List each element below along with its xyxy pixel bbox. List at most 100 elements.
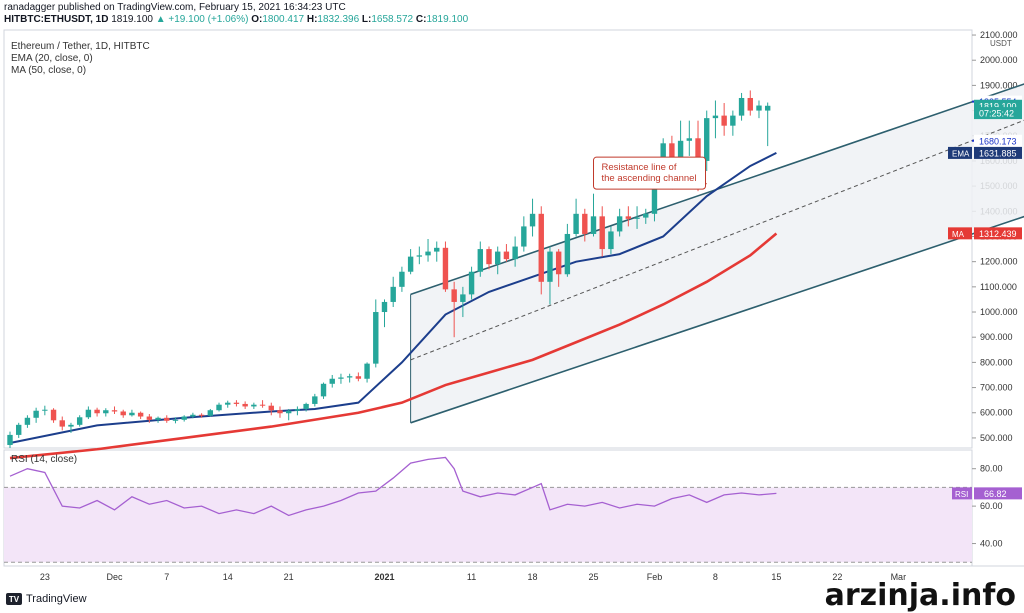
candle-body [442, 247, 449, 290]
candle-body [50, 409, 57, 421]
candle-body [390, 286, 396, 302]
ma-value-badge [948, 227, 972, 240]
publisher-line: ranadagger published on TradingView.com,… [4, 2, 346, 13]
candle-body [338, 377, 344, 379]
candle-body [590, 216, 597, 234]
support-level-label: 1680.173 [979, 136, 1017, 146]
candle-body [76, 417, 83, 425]
rsi-badge [952, 487, 972, 500]
candle-body [756, 105, 762, 111]
candle-body [146, 416, 153, 420]
candle-body [451, 289, 457, 302]
candle-body [712, 115, 719, 119]
ema-value-badge [948, 146, 972, 159]
time-tick-label: 18 [528, 572, 538, 582]
candle-body [486, 249, 492, 265]
countdown-tag [974, 107, 1022, 120]
support-level-tag [974, 134, 1022, 147]
candle-body [303, 403, 309, 409]
ma50-line [9, 232, 778, 460]
candle-body [616, 216, 623, 232]
annotation-box [593, 156, 707, 190]
candle-body [85, 409, 92, 418]
price-tick-label: 600.000 [980, 408, 1013, 418]
tradingview-brand[interactable]: TV TradingView [6, 593, 87, 605]
candle-body [547, 251, 553, 282]
candle-body [16, 424, 22, 435]
candle-body [738, 97, 745, 116]
candle-body [242, 403, 248, 407]
candle-body [7, 434, 13, 445]
candle-body [503, 251, 510, 260]
candle-body [704, 118, 710, 161]
time-tick-label: Dec [107, 572, 124, 582]
candle-body [268, 405, 274, 411]
ema-legend[interactable]: EMA (20, close, 0) [11, 53, 93, 64]
last-price: 1819.100 [111, 14, 153, 25]
watermark: arzinja.info [824, 578, 1016, 613]
candle-body [320, 383, 327, 397]
candle-body [294, 408, 301, 411]
candle-body [312, 396, 318, 404]
candle-body [155, 417, 161, 420]
candle-body [68, 424, 74, 427]
candle-body [582, 213, 588, 234]
price-tick-label: 500.000 [980, 433, 1013, 443]
candle-body [512, 246, 518, 260]
ma-value-tag [974, 227, 1022, 240]
candle-body [251, 404, 257, 407]
candle-body [730, 115, 736, 126]
ma-legend[interactable]: MA (50, close, 0) [11, 65, 87, 76]
candle-body [277, 410, 283, 414]
quote-line: HITBTC:ETHUSDT, 1D 1819.100 ▲ +19.100 (+… [4, 14, 468, 25]
candle-body [94, 409, 100, 414]
candle-body [573, 213, 579, 234]
low-value: 1658.572 [371, 14, 414, 25]
price-tick-label: 1000.000 [980, 307, 1018, 317]
candle-body [103, 410, 109, 414]
candle-body [364, 363, 370, 379]
rsi-tick-label: 40.00 [980, 539, 1003, 549]
ema20-line [9, 151, 777, 444]
time-tick-label: 8 [713, 572, 718, 582]
candle-body [259, 404, 266, 406]
candle-body [468, 271, 475, 295]
candle-body [538, 213, 544, 282]
price-tick-label: 1200.000 [980, 257, 1018, 267]
ema-value-tag [974, 146, 1022, 159]
open-label: O: [251, 14, 263, 25]
candle-body [643, 213, 649, 218]
candle-body [764, 105, 771, 111]
candle-body [608, 231, 614, 250]
brand-label: TradingView [26, 593, 87, 605]
candle-body [669, 143, 675, 161]
time-tick-label: 15 [771, 572, 781, 582]
candle-body [207, 410, 214, 416]
candle-body [529, 213, 536, 227]
time-tick-label: 22 [832, 572, 842, 582]
currency-unit: USDT [990, 39, 1012, 48]
ma-value-label: 1312.439 [979, 229, 1017, 239]
candle-body [407, 256, 414, 272]
time-tick-label: 2021 [374, 572, 394, 582]
channel-fill [410, 84, 1024, 423]
tradingview-logo-icon: TV [6, 593, 22, 605]
candle-body [129, 412, 135, 416]
candle-body [381, 301, 388, 313]
candle-body [695, 138, 701, 161]
candle-body [425, 251, 431, 256]
channel-midline [410, 119, 1024, 361]
time-tick-label: 7 [164, 572, 169, 582]
price-tick-label: 1100.000 [980, 282, 1017, 292]
last-price-label: 1819.100 [979, 101, 1017, 111]
candle-body [24, 417, 31, 425]
symbol[interactable]: HITBTC:ETHUSDT, 1D [4, 14, 109, 25]
candle-body [190, 414, 196, 417]
candle-body [747, 97, 753, 111]
price-tick-label: 800.000 [980, 357, 1013, 367]
time-tick-label: 14 [223, 572, 233, 582]
rsi-legend[interactable]: RSI (14, close) [11, 454, 78, 465]
candle-body [634, 217, 640, 219]
candle-body [346, 376, 353, 378]
